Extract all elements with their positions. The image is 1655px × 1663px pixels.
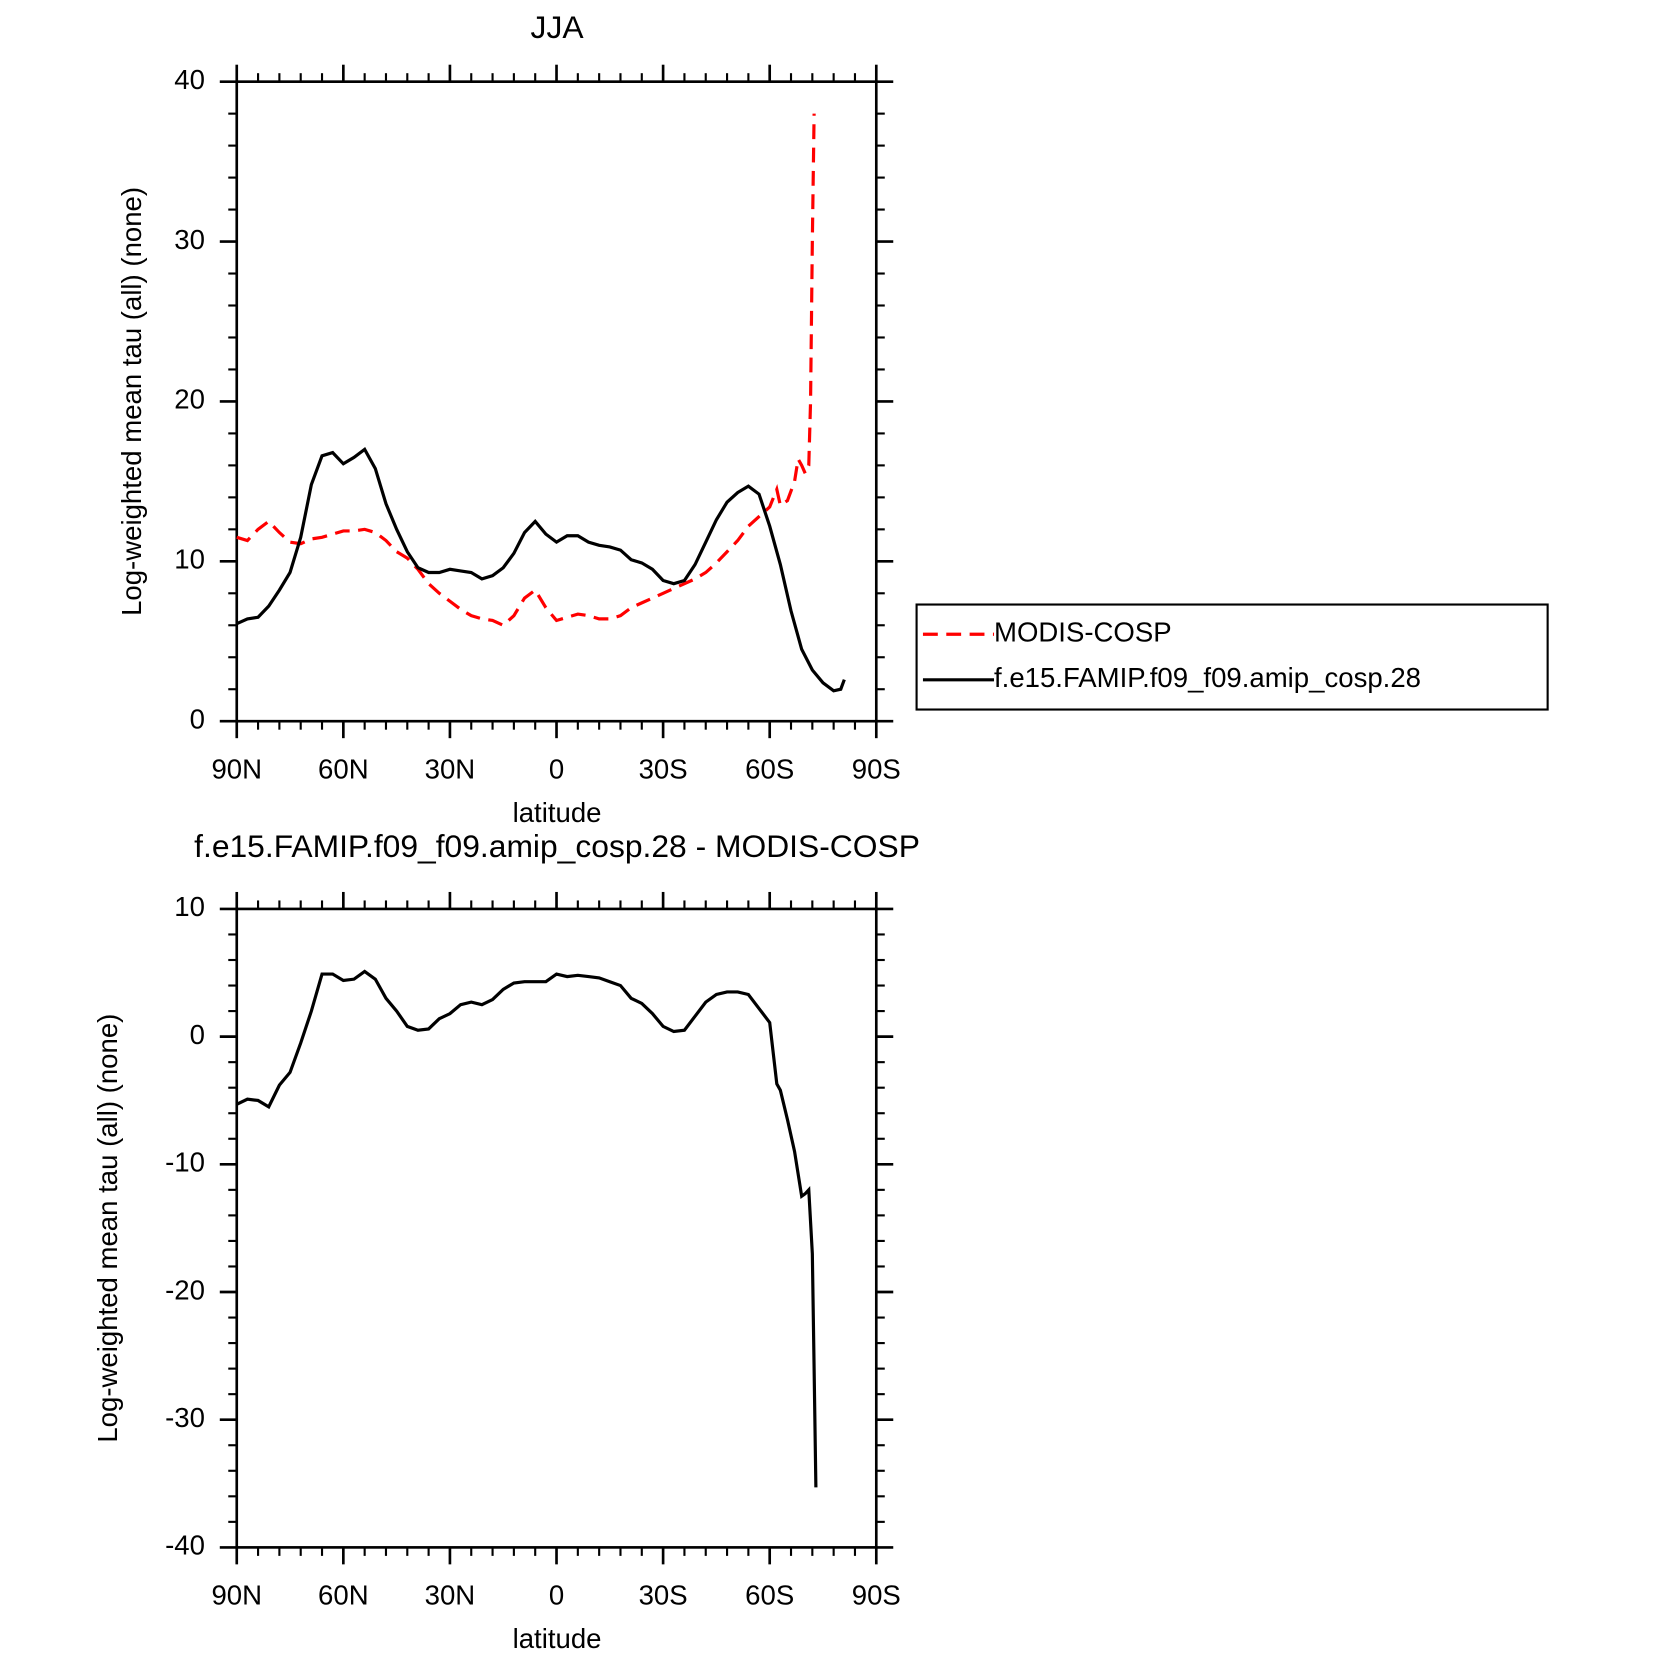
x-tick-label: 60N <box>318 1580 369 1611</box>
y-tick-label: -10 <box>165 1147 205 1178</box>
data-line <box>236 969 818 1488</box>
x-tick-label: 0 <box>549 753 564 784</box>
y-tick-label: -20 <box>165 1274 205 1305</box>
x-tick-label: 60N <box>318 753 369 784</box>
x-tick-label: 30N <box>425 1580 476 1611</box>
x-tick-label: 90S <box>852 753 901 784</box>
data-line <box>236 113 816 628</box>
x-tick-label: 60S <box>745 753 794 784</box>
y-tick-label: 0 <box>190 1019 205 1050</box>
plot-frame <box>235 80 878 723</box>
chart-title: f.e15.FAMIP.f09_f09.amip_cosp.28 - MODIS… <box>194 828 920 864</box>
x-tick-label: 60S <box>745 1580 794 1611</box>
legend-box <box>915 603 1549 711</box>
x-tick-label: 30S <box>639 1580 688 1611</box>
x-tick-label: 30S <box>639 753 688 784</box>
x-axis-label: latitude <box>513 797 602 828</box>
data-line <box>236 447 846 693</box>
x-tick-label: 30N <box>425 753 476 784</box>
y-tick-label: 10 <box>174 891 205 922</box>
x-axis-label: latitude <box>513 1623 602 1654</box>
y-tick-label: -40 <box>165 1530 205 1561</box>
x-tick-label: 90N <box>211 753 262 784</box>
x-tick-label: 90S <box>852 1580 901 1611</box>
plot-frame <box>235 907 878 1549</box>
y-tick-label: 0 <box>190 703 205 734</box>
legend-label: f.e15.FAMIP.f09_f09.amip_cosp.28 <box>994 662 1421 693</box>
y-tick-label: 40 <box>174 64 205 95</box>
y-tick-label: 30 <box>174 224 205 255</box>
legend-label: MODIS-COSP <box>994 617 1172 648</box>
y-axis-label: Log-weighted mean tau (all) (none) <box>92 1014 123 1443</box>
y-tick-label: -30 <box>165 1402 205 1433</box>
x-tick-label: 0 <box>549 1580 564 1611</box>
y-tick-label: 20 <box>174 384 205 415</box>
chart-title: JJA <box>531 9 585 45</box>
y-tick-label: 10 <box>174 544 205 575</box>
y-axis-label: Log-weighted mean tau (all) (none) <box>116 187 147 616</box>
x-tick-label: 90N <box>211 1580 262 1611</box>
